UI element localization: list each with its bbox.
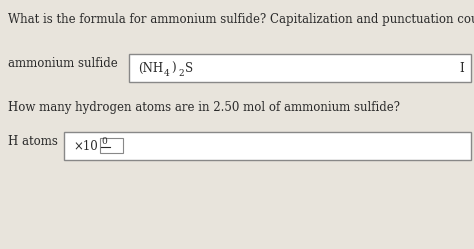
Text: ): ) [171, 62, 176, 74]
FancyBboxPatch shape [100, 137, 124, 152]
Text: (NH: (NH [138, 62, 163, 74]
Text: ×10: ×10 [73, 139, 98, 152]
Text: I: I [459, 62, 464, 74]
Text: S: S [185, 62, 193, 74]
Text: 0: 0 [101, 136, 107, 145]
Text: 2: 2 [178, 68, 183, 77]
FancyBboxPatch shape [64, 132, 471, 160]
Text: ammonium sulfide: ammonium sulfide [8, 57, 118, 69]
Text: How many hydrogen atoms are in 2.50 mol of ammonium sulfide?: How many hydrogen atoms are in 2.50 mol … [8, 101, 400, 114]
Text: What is the formula for ammonium sulfide? Capitalization and punctuation count.: What is the formula for ammonium sulfide… [8, 13, 474, 26]
Text: H atoms: H atoms [8, 134, 58, 147]
FancyBboxPatch shape [129, 54, 471, 82]
Text: 4: 4 [164, 68, 170, 77]
